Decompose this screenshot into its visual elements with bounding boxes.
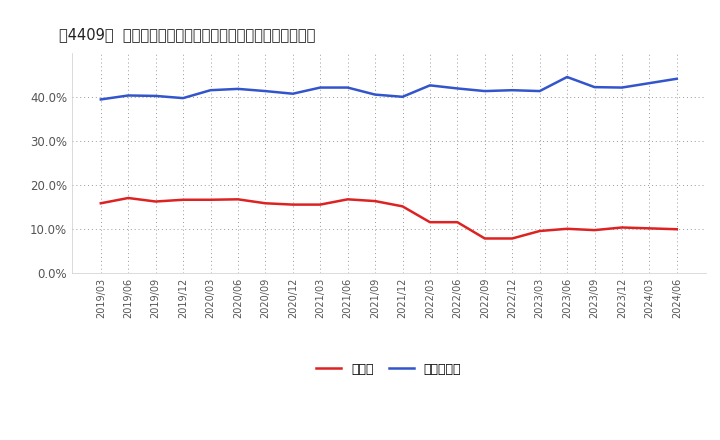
有利子負債 (261, 88, 270, 94)
現顔金 (343, 197, 352, 202)
現顔金 (233, 197, 242, 202)
Legend: 現顔金, 有利子負債: 現顔金, 有利子負債 (311, 358, 467, 381)
有利子負債 (590, 84, 599, 90)
現顔金 (371, 198, 379, 204)
有利子負債 (480, 88, 489, 94)
Text: ［4409］  現預金、有利子負債の総資産に対する比率の推移: ［4409］ 現預金、有利子負債の総資産に対する比率の推移 (59, 27, 315, 42)
有利子負債 (672, 76, 681, 81)
有利子負債 (645, 81, 654, 86)
現顔金 (289, 202, 297, 207)
有利子負債 (453, 86, 462, 91)
現顔金 (645, 226, 654, 231)
Line: 現顔金: 現顔金 (101, 198, 677, 238)
現顔金 (96, 201, 105, 206)
有利子負債 (233, 86, 242, 92)
有利子負債 (426, 83, 434, 88)
有利子負債 (96, 97, 105, 102)
有利子負債 (343, 85, 352, 90)
有利子負債 (398, 94, 407, 99)
有利子負債 (206, 88, 215, 93)
現顔金 (618, 225, 626, 230)
現顔金 (179, 197, 187, 202)
有利子負債 (316, 85, 325, 90)
現顔金 (480, 236, 489, 241)
有利子負債 (618, 85, 626, 90)
現顔金 (124, 195, 132, 201)
現顔金 (508, 236, 516, 241)
現顔金 (672, 227, 681, 232)
現顔金 (316, 202, 325, 207)
有利子負債 (289, 91, 297, 96)
Line: 有利子負債: 有利子負債 (101, 77, 677, 99)
現顔金 (206, 197, 215, 202)
有利子負債 (508, 88, 516, 93)
現顔金 (151, 199, 160, 204)
有利子負債 (371, 92, 379, 97)
現顔金 (261, 201, 270, 206)
現顔金 (426, 220, 434, 225)
現顔金 (563, 226, 572, 231)
有利子負債 (563, 74, 572, 80)
有利子負債 (179, 95, 187, 101)
有利子負債 (151, 93, 160, 99)
現顔金 (536, 228, 544, 234)
有利子負債 (124, 93, 132, 98)
現顔金 (590, 227, 599, 233)
現顔金 (398, 204, 407, 209)
現顔金 (453, 220, 462, 225)
有利子負債 (536, 88, 544, 94)
